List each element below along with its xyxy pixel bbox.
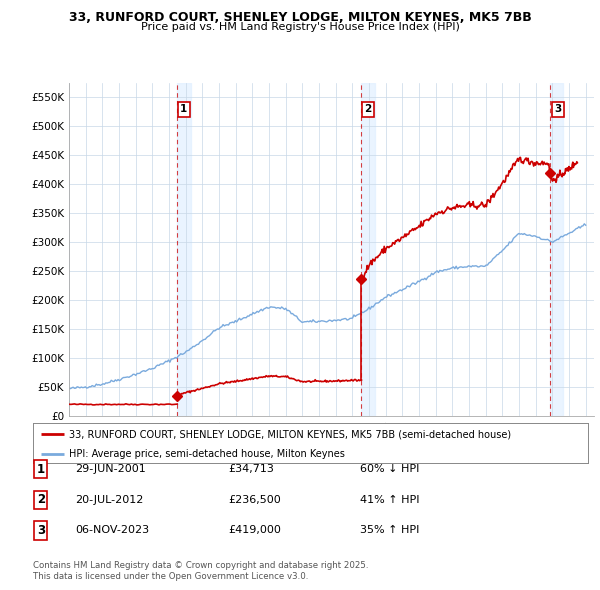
Text: HPI: Average price, semi-detached house, Milton Keynes: HPI: Average price, semi-detached house,… xyxy=(69,450,345,460)
Text: 60% ↓ HPI: 60% ↓ HPI xyxy=(360,464,419,474)
Text: 33, RUNFORD COURT, SHENLEY LODGE, MILTON KEYNES, MK5 7BB: 33, RUNFORD COURT, SHENLEY LODGE, MILTON… xyxy=(68,11,532,24)
Text: 2: 2 xyxy=(365,104,372,114)
Bar xyxy=(361,83,375,416)
Text: 06-NOV-2023: 06-NOV-2023 xyxy=(75,526,149,535)
Text: 33, RUNFORD COURT, SHENLEY LODGE, MILTON KEYNES, MK5 7BB (semi-detached house): 33, RUNFORD COURT, SHENLEY LODGE, MILTON… xyxy=(69,430,511,440)
Text: 2: 2 xyxy=(37,493,45,506)
Text: Contains HM Land Registry data © Crown copyright and database right 2025.
This d: Contains HM Land Registry data © Crown c… xyxy=(33,561,368,581)
Text: £34,713: £34,713 xyxy=(228,464,274,474)
Text: 29-JUN-2001: 29-JUN-2001 xyxy=(75,464,146,474)
Text: £236,500: £236,500 xyxy=(228,495,281,504)
Text: 20-JUL-2012: 20-JUL-2012 xyxy=(75,495,143,504)
Text: 3: 3 xyxy=(554,104,562,114)
Text: Price paid vs. HM Land Registry's House Price Index (HPI): Price paid vs. HM Land Registry's House … xyxy=(140,22,460,32)
Text: £419,000: £419,000 xyxy=(228,526,281,535)
Text: 1: 1 xyxy=(37,463,45,476)
Bar xyxy=(177,83,191,416)
Text: 1: 1 xyxy=(180,104,188,114)
Bar xyxy=(550,83,563,416)
Text: 3: 3 xyxy=(37,524,45,537)
Text: 41% ↑ HPI: 41% ↑ HPI xyxy=(360,495,419,504)
Text: 35% ↑ HPI: 35% ↑ HPI xyxy=(360,526,419,535)
